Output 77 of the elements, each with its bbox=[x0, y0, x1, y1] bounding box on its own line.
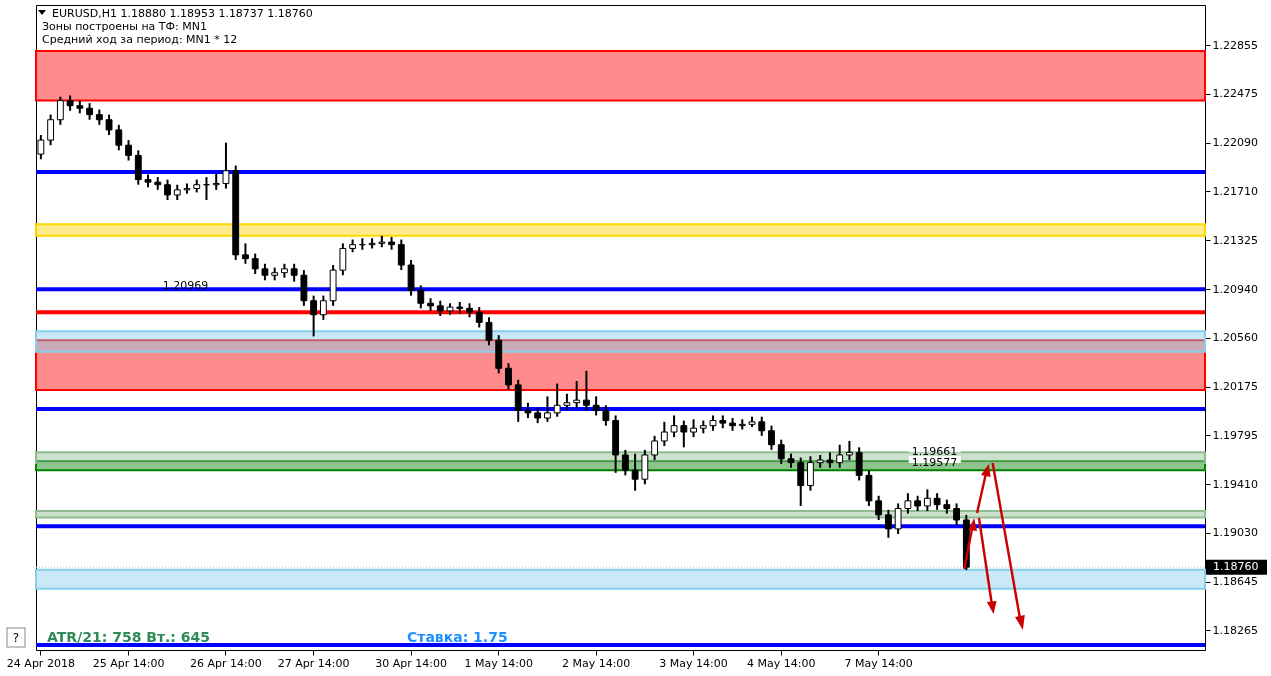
y-tick-label: 1.22090 bbox=[1212, 136, 1258, 150]
y-tick-label: 1.20175 bbox=[1212, 380, 1258, 394]
candlestick bbox=[904, 492, 912, 515]
candlestick bbox=[680, 419, 688, 449]
candlestick bbox=[836, 443, 844, 469]
candlestick bbox=[222, 141, 230, 190]
x-tick-label: 4 May 14:00 bbox=[747, 656, 816, 670]
candlestick bbox=[651, 434, 659, 462]
annotation: Средний ход за период: MN1 * 12 bbox=[42, 33, 238, 46]
candlestick bbox=[602, 404, 610, 427]
candlestick bbox=[670, 414, 678, 439]
x-tick-label: 25 Apr 14:00 bbox=[92, 656, 165, 670]
annotation: Ставка: 1.75 bbox=[407, 629, 508, 645]
candlestick bbox=[855, 446, 863, 482]
y-tick-label: 1.22475 bbox=[1212, 87, 1258, 101]
y-tick-label: 1.18265 bbox=[1212, 623, 1258, 637]
y-tick-label: 1.20560 bbox=[1212, 331, 1258, 345]
y-tick-label: 1.19030 bbox=[1212, 526, 1258, 540]
candlestick bbox=[631, 452, 639, 492]
chart-title: EURUSD,H1 1.18880 1.18953 1.18737 1.18760 bbox=[52, 7, 313, 20]
y-tick-label: 1.22855 bbox=[1212, 38, 1258, 52]
candlestick bbox=[777, 438, 785, 465]
candlestick bbox=[884, 508, 892, 539]
candlestick bbox=[242, 242, 249, 265]
annotation: 1.19661 bbox=[911, 445, 958, 459]
candlestick bbox=[660, 420, 668, 448]
x-tick-label: 2 May 14:00 bbox=[561, 656, 631, 670]
candlestick bbox=[621, 448, 629, 477]
candlestick bbox=[310, 294, 318, 338]
y-tick-label: 1.18645 bbox=[1212, 575, 1258, 589]
candlestick bbox=[125, 139, 132, 162]
y-tick-label: 1.19795 bbox=[1212, 428, 1258, 442]
candlestick bbox=[319, 294, 327, 321]
text: ? bbox=[12, 631, 20, 645]
candlestick bbox=[807, 455, 814, 492]
candlestick bbox=[953, 502, 961, 527]
candlestick bbox=[212, 172, 220, 191]
y-tick-label: 1.21710 bbox=[1212, 184, 1258, 198]
candlestick bbox=[183, 182, 191, 195]
x-tick-label: 30 Apr 14:00 bbox=[375, 656, 447, 670]
candlestick bbox=[115, 123, 123, 152]
candlestick bbox=[894, 502, 902, 535]
candlestick bbox=[875, 494, 883, 521]
y-tick-label: 1.19410 bbox=[1212, 477, 1258, 491]
candlestick bbox=[582, 369, 590, 412]
candlestick bbox=[923, 488, 931, 513]
text: Зоны построены на ТФ: MN1 bbox=[42, 20, 207, 33]
candlestick bbox=[573, 380, 581, 409]
candlestick bbox=[164, 178, 171, 202]
x-tick-label: 26 Apr 14:00 bbox=[190, 656, 262, 670]
annotation: ATR/21: 758 Вт.: 645 bbox=[47, 629, 211, 645]
candlestick bbox=[47, 113, 55, 147]
candlestick bbox=[475, 306, 483, 329]
x-tick-label: 1 May 14:00 bbox=[464, 656, 533, 670]
candlestick bbox=[544, 395, 551, 423]
y-tick-label: 1.20940 bbox=[1212, 282, 1258, 296]
x-tick-label: 27 Apr 14:00 bbox=[277, 656, 350, 670]
candlestick bbox=[768, 424, 775, 451]
candlestick bbox=[797, 456, 805, 507]
candlestick bbox=[56, 95, 64, 126]
candlestick bbox=[592, 395, 600, 417]
y-tick-label: 1.21325 bbox=[1212, 233, 1258, 247]
candlestick bbox=[505, 362, 512, 391]
candlestick bbox=[758, 415, 766, 437]
candlestick bbox=[251, 252, 259, 275]
candlestick bbox=[846, 439, 853, 462]
x-tick-label: 7 May 14:00 bbox=[844, 656, 913, 670]
candlestick bbox=[105, 113, 113, 137]
candlestick bbox=[485, 316, 493, 347]
candlestick bbox=[397, 238, 405, 272]
ref-line-label: 1.18760 bbox=[1213, 560, 1259, 574]
candlestick bbox=[339, 242, 347, 277]
annotation: 1.19577 bbox=[911, 456, 958, 469]
x-tick-label: 24 Apr 2018 bbox=[6, 656, 75, 670]
x-tick-label: 3 May 14:00 bbox=[659, 656, 728, 670]
candlestick bbox=[417, 284, 425, 310]
candlestick bbox=[553, 382, 561, 418]
